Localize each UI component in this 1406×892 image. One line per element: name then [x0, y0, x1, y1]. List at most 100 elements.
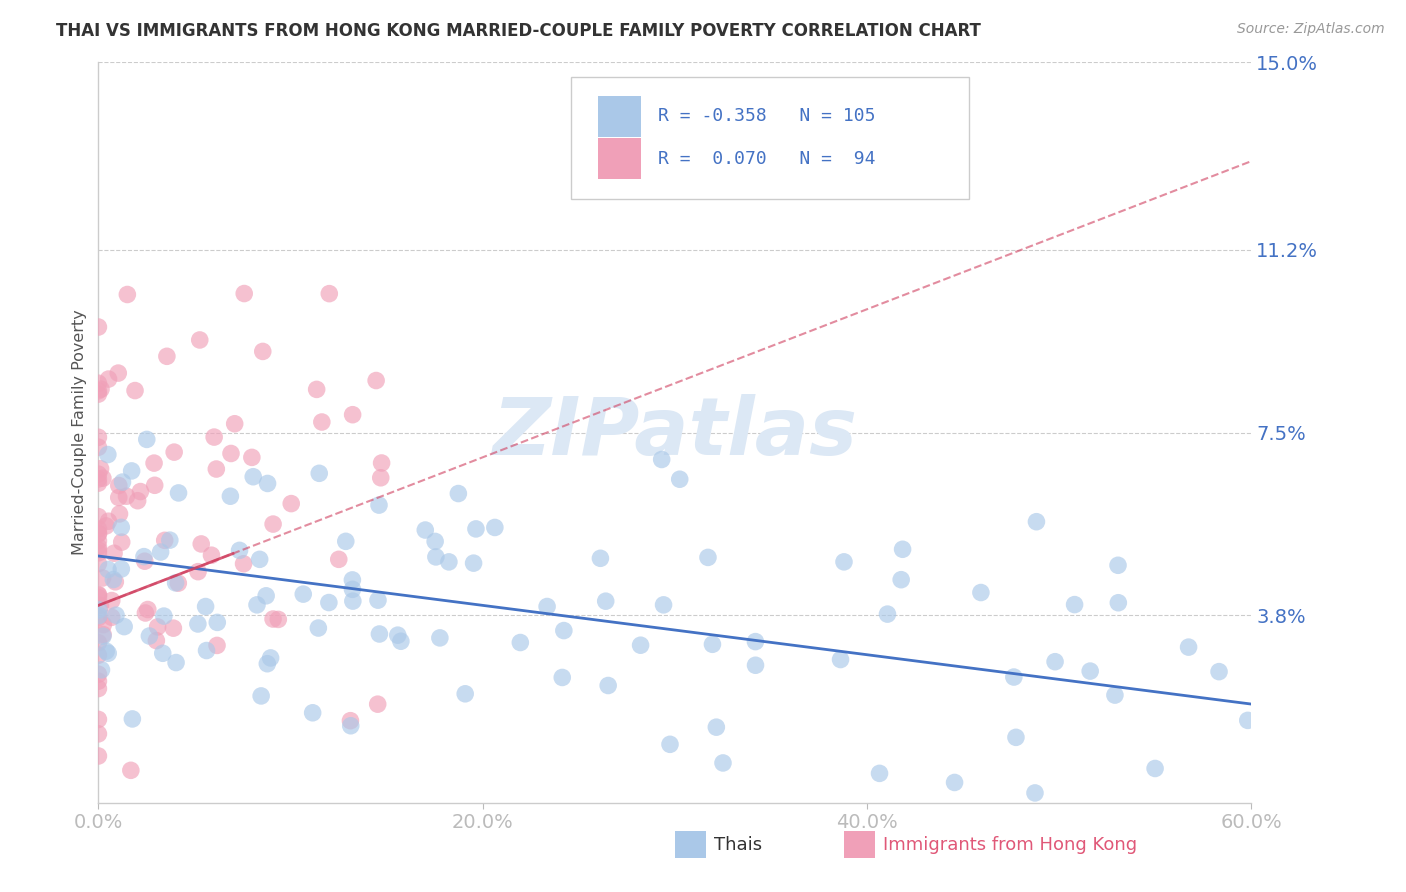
- Point: [87, 557, 110, 571]
- Point: [94, 519, 117, 533]
- Point: [120, 764, 142, 778]
- Point: [153, 533, 176, 548]
- Point: [87, 376, 110, 391]
- Point: [87, 467, 110, 482]
- Point: [121, 712, 143, 726]
- Point: [280, 497, 302, 511]
- Point: [224, 417, 246, 431]
- Point: [1107, 558, 1129, 573]
- Point: [1177, 640, 1199, 654]
- Point: [87, 546, 110, 560]
- Point: [143, 478, 166, 492]
- Point: [112, 619, 135, 633]
- Point: [87, 608, 110, 623]
- Text: Thais: Thais: [714, 836, 762, 854]
- Point: [100, 593, 122, 607]
- Point: [342, 573, 364, 587]
- Point: [1107, 596, 1129, 610]
- Point: [87, 674, 110, 689]
- Point: [425, 549, 447, 564]
- Point: [254, 589, 277, 603]
- Point: [437, 555, 460, 569]
- Point: [1002, 670, 1025, 684]
- Point: [595, 594, 617, 608]
- Point: [367, 697, 389, 711]
- Point: [165, 656, 187, 670]
- Point: [267, 612, 290, 626]
- Point: [342, 582, 364, 597]
- Point: [97, 646, 120, 660]
- Point: [413, 523, 436, 537]
- Point: [233, 286, 256, 301]
- Point: [423, 534, 446, 549]
- Point: [704, 720, 727, 734]
- Point: [132, 549, 155, 564]
- Point: [367, 593, 389, 607]
- Point: [1144, 762, 1167, 776]
- Point: [366, 374, 388, 388]
- Point: [328, 552, 350, 566]
- Point: [187, 617, 209, 632]
- Point: [1236, 714, 1258, 728]
- Point: [107, 491, 129, 505]
- Point: [219, 489, 242, 503]
- Point: [87, 533, 110, 548]
- Point: [87, 384, 110, 398]
- Point: [652, 598, 675, 612]
- Point: [146, 620, 169, 634]
- Point: [100, 610, 122, 624]
- Point: [91, 471, 114, 485]
- Point: [1043, 655, 1066, 669]
- Point: [232, 557, 254, 571]
- Point: [87, 727, 110, 741]
- Point: [167, 576, 190, 591]
- Point: [87, 430, 110, 444]
- Bar: [598, 96, 641, 136]
- Point: [1025, 515, 1047, 529]
- Point: [117, 287, 139, 301]
- Point: [87, 527, 110, 541]
- Point: [262, 517, 284, 532]
- Point: [90, 461, 112, 475]
- Point: [111, 535, 134, 549]
- Point: [339, 719, 361, 733]
- Point: [87, 635, 110, 649]
- Point: [124, 384, 146, 398]
- Point: [195, 643, 218, 657]
- Point: [103, 546, 125, 560]
- Point: [121, 464, 143, 478]
- Point: [167, 486, 190, 500]
- Point: [194, 599, 217, 614]
- Point: [162, 621, 184, 635]
- Point: [87, 540, 110, 554]
- Point: [97, 372, 120, 386]
- Point: [339, 714, 361, 728]
- Point: [134, 554, 156, 568]
- Text: THAI VS IMMIGRANTS FROM HONG KONG MARRIED-COUPLE FAMILY POVERTY CORRELATION CHAR: THAI VS IMMIGRANTS FROM HONG KONG MARRIE…: [56, 22, 981, 40]
- Point: [97, 448, 120, 462]
- Point: [228, 543, 250, 558]
- Point: [1078, 664, 1101, 678]
- Point: [205, 639, 228, 653]
- Point: [454, 687, 477, 701]
- Point: [138, 629, 160, 643]
- Point: [87, 610, 110, 624]
- Point: [202, 430, 225, 444]
- Point: [630, 638, 652, 652]
- Point: [1063, 598, 1085, 612]
- Point: [891, 542, 914, 557]
- Point: [136, 602, 159, 616]
- Point: [107, 478, 129, 492]
- Point: [876, 607, 898, 621]
- Point: [292, 587, 315, 601]
- Point: [187, 565, 209, 579]
- Point: [368, 627, 391, 641]
- Point: [744, 634, 766, 648]
- Point: [103, 573, 125, 587]
- Point: [387, 628, 409, 642]
- Point: [91, 627, 114, 641]
- Y-axis label: Married-Couple Family Poverty: Married-Couple Family Poverty: [72, 310, 87, 556]
- Point: [96, 644, 118, 658]
- Point: [188, 333, 211, 347]
- Point: [97, 562, 120, 576]
